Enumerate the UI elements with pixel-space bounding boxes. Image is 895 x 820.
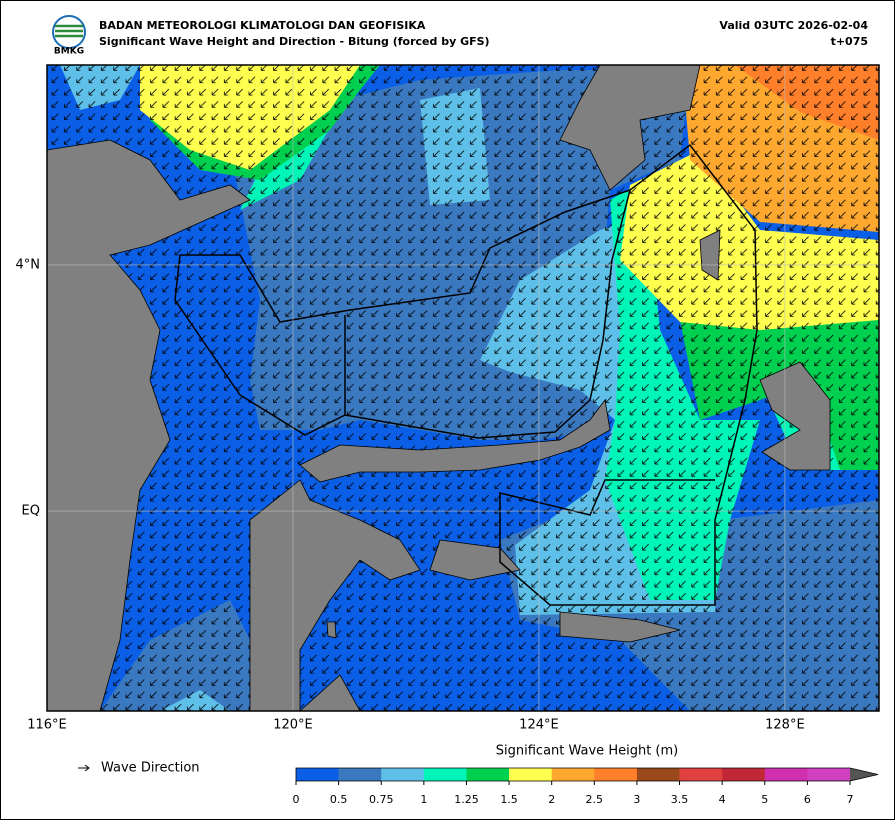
colorbar: 0 0.5 0.75 1 1.25 1.5 2 2.5 3 3.5 4 5 6 7 (293, 767, 879, 806)
colorbar-segment (594, 768, 638, 781)
land (47, 65, 831, 711)
axes: 116°E 120°E 124°E 128°E 4°N EQ (16, 257, 805, 732)
colorbar-tick-label: 1 (420, 793, 427, 806)
x-tick-label: 124°E (519, 718, 559, 733)
graticule (47, 65, 879, 711)
colorbar-tick-label: 7 (847, 793, 854, 806)
colorbar-segment (551, 768, 595, 781)
y-tick-label: EQ (22, 504, 40, 519)
colorbar-tick-label: 0.5 (330, 793, 348, 806)
wave-direction-arrows (47, 65, 879, 711)
colorbar-segment (636, 768, 680, 781)
colorbar-title: Significant Wave Height (m) (496, 744, 678, 759)
legend-label: Wave Direction (101, 761, 200, 776)
colorbar-extension (850, 768, 878, 781)
colorbar-segment (764, 768, 808, 781)
colorbar-segment (722, 768, 766, 781)
header-step: t+075 (831, 35, 868, 48)
colorbar-tick-label: 4 (719, 793, 726, 806)
colorbar-tick-label: 6 (804, 793, 811, 806)
map (47, 65, 879, 711)
colorbar-segment (807, 768, 851, 781)
colorbar-segment (338, 768, 382, 781)
header-title: BADAN METEOROLOGI KLIMATOLOGI DAN GEOFIS… (99, 19, 426, 32)
colorbar-tick-label: 2 (548, 793, 555, 806)
colorbar-tick-label: 1.5 (500, 793, 518, 806)
x-tick-label: 116°E (27, 718, 67, 733)
colorbar-tick-label: 5 (761, 793, 768, 806)
colorbar-tick-label: 1.25 (454, 793, 479, 806)
colorbar-segment (679, 768, 723, 781)
logo-text: BMKG (54, 47, 84, 57)
colorbar-tick-label: 3 (633, 793, 640, 806)
colorbar-segment (466, 768, 510, 781)
colorbar-segment (381, 768, 425, 781)
colorbar-segment (296, 768, 339, 781)
colorbar-tick-label: 0 (293, 793, 300, 806)
colorbar-tick-label: 0.75 (369, 793, 394, 806)
map-frame (46, 64, 880, 712)
colorbar-tick-label: 3.5 (671, 793, 689, 806)
region-boundaries (174, 143, 758, 606)
legend-arrow-head (84, 764, 90, 772)
colorbar-segment (423, 768, 467, 781)
y-tick-label: 4°N (16, 257, 41, 272)
colorbar-outline (295, 767, 879, 782)
colorbar-tick-label: 2.5 (586, 793, 604, 806)
header-subtitle: Significant Wave Height and Direction - … (99, 35, 490, 48)
colorbar-segment (509, 768, 552, 781)
logo: BMKG (52, 15, 86, 57)
x-tick-label: 128°E (765, 718, 805, 733)
x-tick-label: 120°E (273, 718, 313, 733)
header-valid: Valid 03UTC 2026-02-04 (719, 19, 868, 32)
